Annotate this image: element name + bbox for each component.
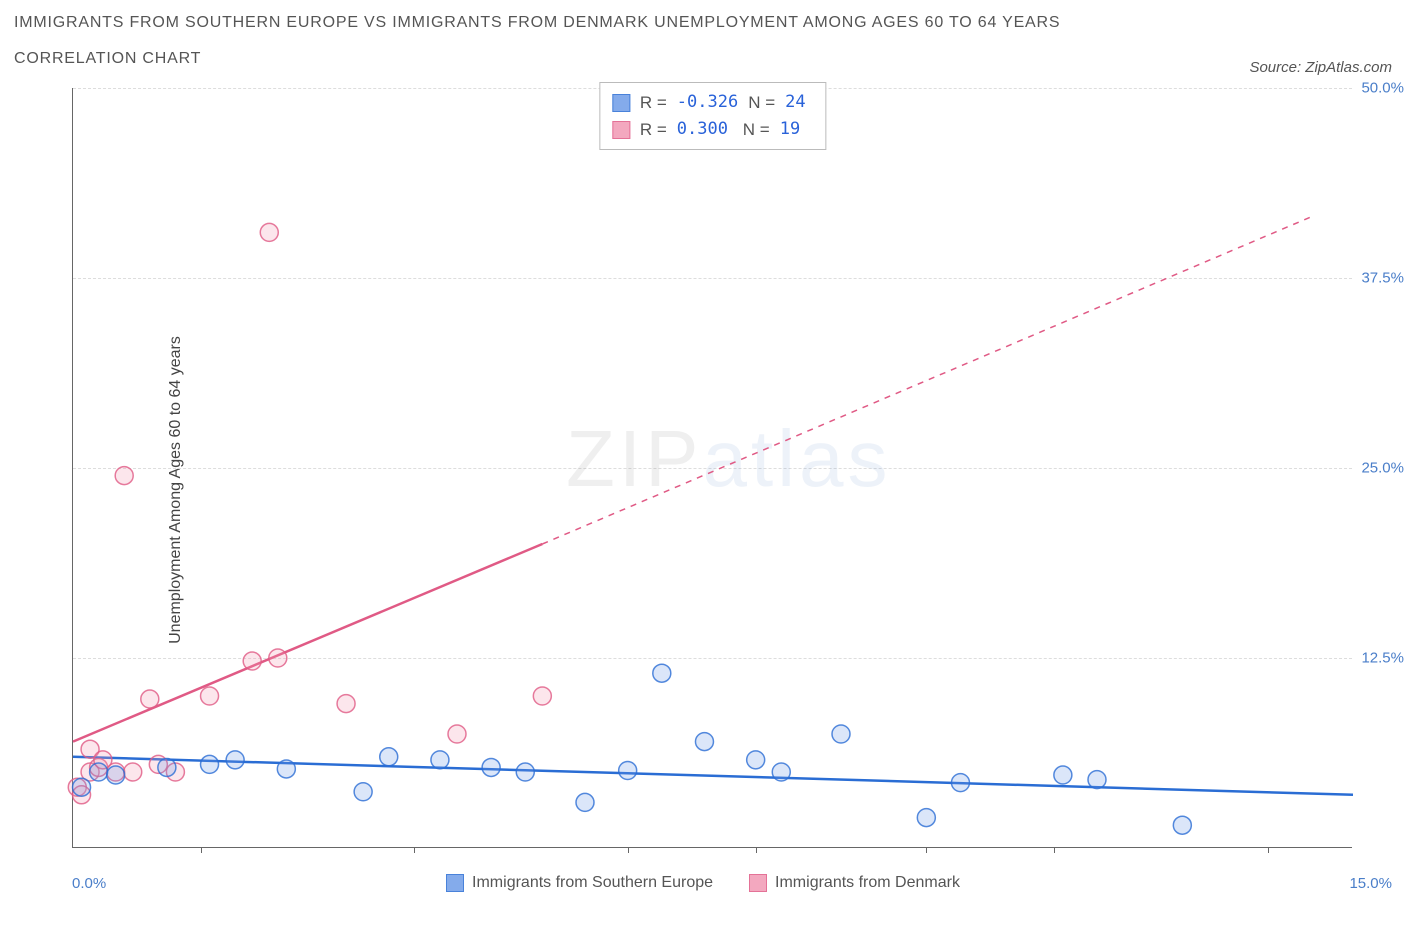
n-value-b: 19	[780, 116, 808, 143]
title-line-2: CORRELATION CHART	[14, 50, 1060, 68]
data-point	[653, 664, 671, 682]
data-point	[448, 725, 466, 743]
data-point	[516, 763, 534, 781]
plot-region: R = -0.326 N = 24 R = 0.300 N = 19 ZIPat…	[72, 88, 1352, 848]
data-point	[201, 755, 219, 773]
data-point	[201, 687, 219, 705]
stats-row-series-b: R = 0.300 N = 19	[612, 116, 813, 143]
data-point	[482, 758, 500, 776]
legend-swatch-b-icon	[749, 874, 767, 892]
data-point	[533, 687, 551, 705]
data-point	[141, 690, 159, 708]
data-point	[747, 751, 765, 769]
legend-item-series-a: Immigrants from Southern Europe	[446, 874, 713, 892]
source-label: Source: ZipAtlas.com	[1249, 59, 1392, 76]
data-point	[337, 695, 355, 713]
data-point	[380, 748, 398, 766]
data-point	[695, 733, 713, 751]
n-value-a: 24	[785, 89, 813, 116]
y-tick-label: 12.5%	[1361, 650, 1404, 667]
data-point	[243, 652, 261, 670]
legend-label-b: Immigrants from Denmark	[775, 874, 960, 892]
swatch-series-b-icon	[612, 121, 630, 139]
data-point	[73, 778, 91, 796]
legend-swatch-a-icon	[446, 874, 464, 892]
data-point	[107, 766, 125, 784]
n-label: N =	[748, 89, 775, 116]
regression-line	[73, 544, 542, 742]
data-point	[1054, 766, 1072, 784]
data-point	[1088, 771, 1106, 789]
data-point	[832, 725, 850, 743]
y-tick-label: 50.0%	[1361, 80, 1404, 97]
r-value-a: -0.326	[677, 89, 738, 116]
x-tick-mark	[926, 847, 927, 853]
chart-area: Unemployment Among Ages 60 to 64 years R…	[14, 80, 1392, 900]
data-point	[1173, 816, 1191, 834]
swatch-series-a-icon	[612, 94, 630, 112]
data-point	[619, 761, 637, 779]
chart-header: IMMIGRANTS FROM SOUTHERN EUROPE VS IMMIG…	[14, 14, 1392, 76]
x-tick-mark	[628, 847, 629, 853]
y-tick-label: 25.0%	[1361, 460, 1404, 477]
x-tick-mark	[414, 847, 415, 853]
title-line-1: IMMIGRANTS FROM SOUTHERN EUROPE VS IMMIG…	[14, 14, 1060, 32]
data-point	[772, 763, 790, 781]
stats-row-series-a: R = -0.326 N = 24	[612, 89, 813, 116]
y-tick-label: 37.5%	[1361, 270, 1404, 287]
data-point	[124, 763, 142, 781]
legend-label-a: Immigrants from Southern Europe	[472, 874, 713, 892]
data-point	[277, 760, 295, 778]
data-point	[431, 751, 449, 769]
n-label: N =	[743, 116, 770, 143]
x-tick-mark	[1054, 847, 1055, 853]
data-point	[90, 763, 108, 781]
x-tick-mark	[201, 847, 202, 853]
regression-line	[73, 757, 1353, 795]
data-point	[115, 467, 133, 485]
bottom-legend: Immigrants from Southern Europe Immigran…	[14, 874, 1392, 892]
data-point	[354, 783, 372, 801]
data-point	[260, 223, 278, 241]
chart-titles: IMMIGRANTS FROM SOUTHERN EUROPE VS IMMIG…	[14, 14, 1060, 76]
r-label: R =	[640, 116, 667, 143]
data-point	[951, 774, 969, 792]
regression-line	[542, 217, 1310, 544]
data-point	[269, 649, 287, 667]
data-point	[158, 758, 176, 776]
legend-item-series-b: Immigrants from Denmark	[749, 874, 960, 892]
x-tick-mark	[1268, 847, 1269, 853]
correlation-stats-box: R = -0.326 N = 24 R = 0.300 N = 19	[599, 82, 826, 150]
data-point	[226, 751, 244, 769]
r-label: R =	[640, 89, 667, 116]
scatter-svg	[73, 88, 1352, 847]
r-value-b: 0.300	[677, 116, 733, 143]
x-tick-mark	[756, 847, 757, 853]
data-point	[576, 793, 594, 811]
data-point	[917, 809, 935, 827]
